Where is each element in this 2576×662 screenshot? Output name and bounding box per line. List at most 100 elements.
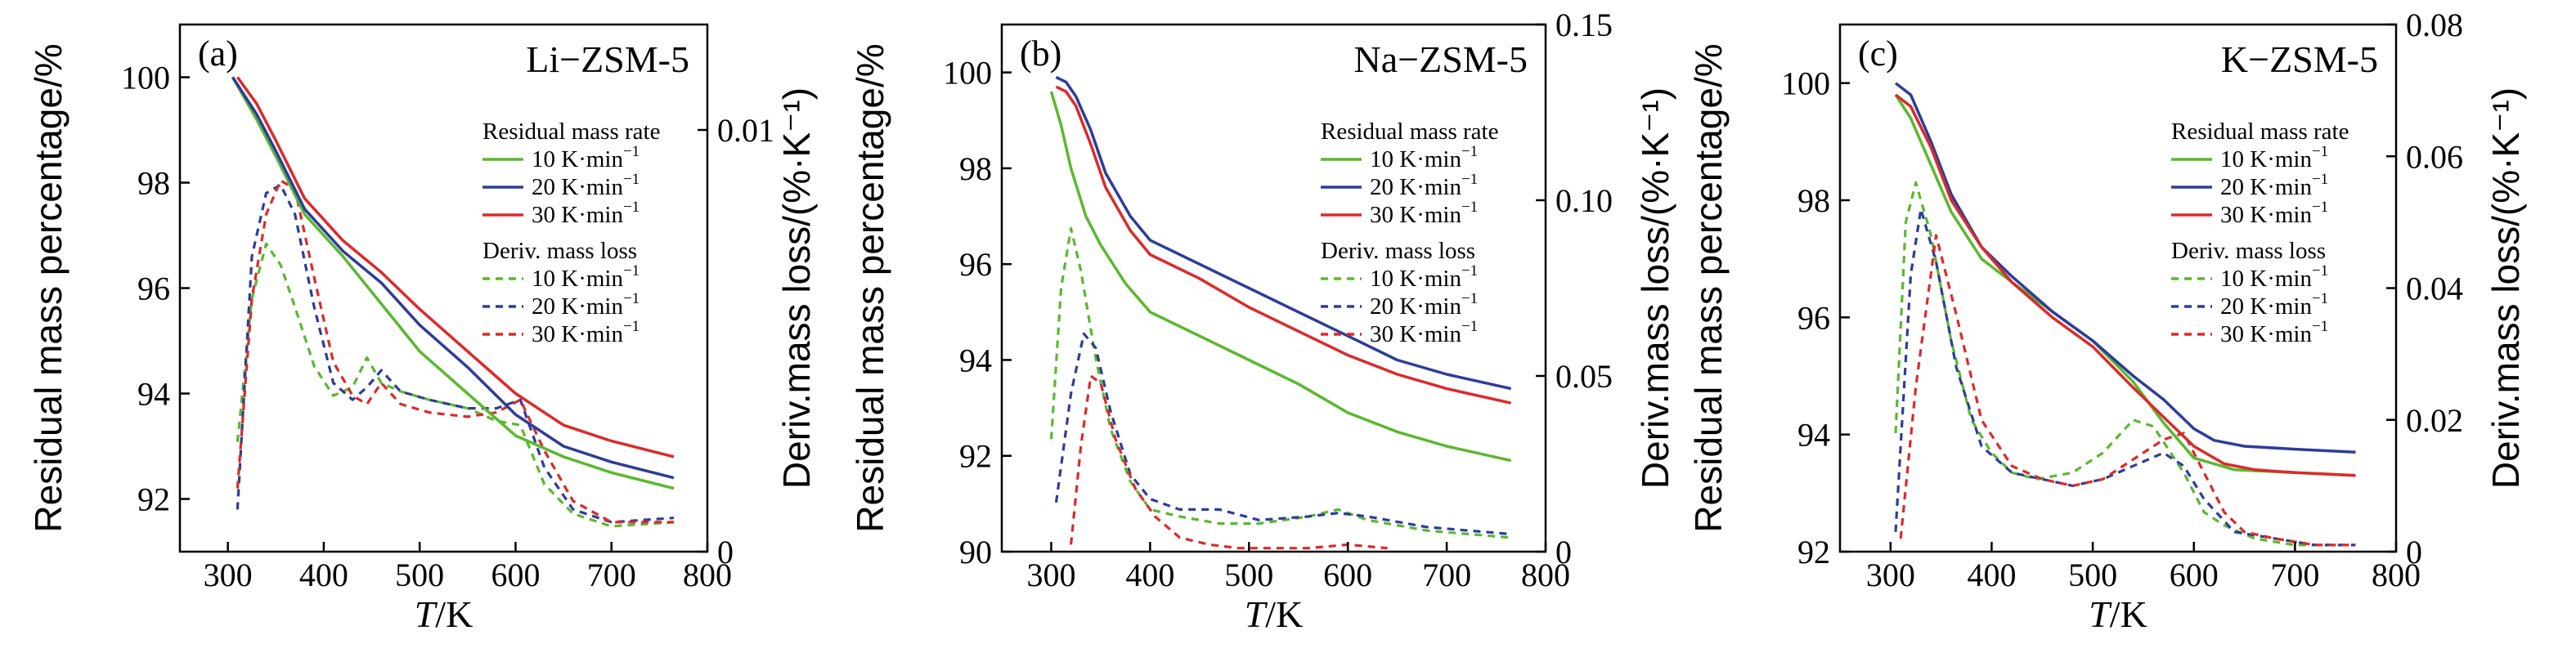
y-tick-label: 98: [1797, 182, 1830, 219]
x-tick-label: 300: [1866, 557, 1915, 593]
x-tick-label: 700: [2270, 557, 2319, 593]
chart-panel-3: 300 400 500 600 700 800 92 94 96 98 100 0 0.02 0.04 0.…: [1687, 7, 2527, 635]
legend-deriv-10-label: 10 K·min−1: [2220, 262, 2328, 292]
y-tick-label: 90: [959, 534, 992, 570]
deriv-line-30K: [1070, 374, 1388, 550]
y-tick-label: 96: [959, 246, 992, 283]
legend-deriv-30-label: 30 K·min−1: [532, 318, 640, 347]
x-tick-label: 500: [395, 557, 444, 593]
x-tick-label: 800: [2372, 557, 2421, 593]
x-tick-label: 600: [2170, 557, 2219, 593]
x-tick-label: 500: [2068, 557, 2117, 593]
plot-frame: [178, 23, 709, 553]
mass-line-20K: [1055, 75, 1512, 391]
panel-title: Na−ZSM-5: [1354, 38, 1528, 80]
legend-heading-mass: Residual mass rate: [482, 119, 660, 145]
x-axis-title-symbol: T: [2089, 593, 2112, 635]
y-tick-label: 96: [137, 271, 170, 307]
mass-line-10K: [231, 76, 675, 490]
y-tick-label: 92: [1797, 534, 1830, 570]
mass-line-30K: [1055, 85, 1512, 405]
x-tick-label: 800: [1521, 557, 1570, 593]
deriv-line-10K: [1049, 226, 1511, 539]
legend-heading-mass: Residual mass rate: [2171, 119, 2349, 145]
y2-axis-title: Deriv.mass loss/(%·K⁻¹): [775, 87, 818, 489]
y-tick-label: 96: [1797, 299, 1830, 336]
x-axis-title: T/K: [415, 593, 473, 635]
legend-deriv-30-label: 30 K·min−1: [2220, 318, 2328, 347]
y-tick-label: 92: [959, 438, 992, 475]
deriv-line-10K: [236, 242, 675, 528]
y-tick-label: 98: [137, 165, 170, 202]
legend-deriv-20-label: 20 K·min−1: [1370, 290, 1478, 320]
mass-line-20K: [1894, 82, 2356, 454]
legend-mass-20-label: 20 K·min−1: [1370, 171, 1478, 200]
y2-axis-title: Deriv.mass loss/(%·K⁻¹): [1634, 87, 1676, 489]
panel-label: (c): [1858, 34, 1898, 74]
x-tick-label: 300: [1026, 557, 1075, 593]
mass-line-30K: [236, 76, 675, 458]
x-axis-title: T/K: [2089, 593, 2147, 635]
x-tick-label: 800: [683, 557, 732, 593]
x-axis-title-symbol: T: [415, 593, 438, 635]
legend-mass-20-label: 20 K·min−1: [532, 171, 640, 200]
y-axis-title: Residual mass percentage/%: [27, 43, 70, 532]
y-tick-label: 92: [137, 481, 170, 518]
plot-frame: [1000, 23, 1547, 553]
deriv-line-20K: [236, 183, 675, 524]
panel-label: (a): [198, 34, 238, 74]
legend-deriv-20-label: 20 K·min−1: [2220, 290, 2328, 320]
y-tick-label: 100: [121, 60, 170, 96]
mass-line-20K: [231, 76, 675, 480]
y2-tick-label: 0.05: [1555, 358, 1613, 395]
deriv-line-20K: [1054, 332, 1511, 536]
y2-tick-label: 0: [2406, 534, 2422, 570]
y-tick-label: 98: [959, 150, 992, 187]
legend-heading-deriv: Deriv. mass loss: [1321, 238, 1475, 264]
legend-mass-10-label: 10 K·min−1: [2220, 143, 2328, 172]
legend-deriv-30-label: 30 K·min−1: [1370, 318, 1478, 347]
y2-tick-label: 0.10: [1555, 182, 1613, 219]
y-tick-label: 100: [1781, 65, 1830, 102]
x-axis-title-symbol: T: [1245, 593, 1268, 635]
x-tick-label: 700: [587, 557, 636, 593]
x-tick-label: 600: [491, 557, 540, 593]
legend-deriv-10-label: 10 K·min−1: [1370, 262, 1478, 292]
y2-axis-title: Deriv.mass loss/(%·K⁻¹): [2484, 87, 2527, 489]
y2-tick-label: 0.08: [2406, 7, 2463, 43]
chart-panel-1: 300 400 500 600 700 800 92 94 96 98 100 0 0.01 T/K Res…: [27, 23, 818, 635]
y2-tick-label: 0: [1555, 534, 1572, 570]
x-tick-label: 300: [204, 557, 253, 593]
legend-heading-deriv: Deriv. mass loss: [482, 238, 637, 264]
legend: Residual mass rate 10 K·min−1 20 K·min−1 30…: [482, 119, 660, 347]
x-tick-label: 600: [1323, 557, 1372, 593]
x-axis-title-unit: /K: [435, 593, 473, 635]
plot-area: [1894, 82, 2356, 547]
x-tick-label: 400: [1967, 557, 2016, 593]
chart-panel-2: 300 400 500 600 700 800 90 92 94 96 98 100 0 0.05 0.10…: [849, 7, 1676, 635]
plot-area: [1049, 75, 1512, 550]
deriv-line-10K: [1894, 181, 2356, 547]
legend-heading-deriv: Deriv. mass loss: [2171, 238, 2326, 264]
y2-tick-label: 0.06: [2406, 138, 2463, 175]
x-axis-title-unit: /K: [2110, 593, 2147, 635]
x-axis-title: T/K: [1245, 593, 1304, 635]
mass-line-10K: [1049, 91, 1512, 463]
panel-title: Li−ZSM-5: [526, 38, 689, 80]
y-tick-label: 94: [959, 342, 992, 378]
plot-area: [231, 76, 675, 528]
legend-mass-30-label: 30 K·min−1: [1370, 199, 1478, 228]
legend-deriv-10-label: 10 K·min−1: [532, 262, 640, 292]
y2-tick-label: 0.02: [2406, 402, 2463, 439]
y2-tick-label: 0.04: [2406, 271, 2463, 307]
y2-tick-label: 0.01: [717, 112, 774, 149]
panel-title: K−ZSM-5: [2221, 38, 2378, 80]
x-axis-title-unit: /K: [1265, 593, 1303, 635]
panel-label: (b): [1020, 34, 1061, 74]
x-tick-label: 400: [299, 557, 348, 593]
x-tick-label: 700: [1422, 557, 1471, 593]
deriv-line-30K: [1899, 234, 2356, 547]
mass-line-30K: [1894, 93, 2356, 477]
